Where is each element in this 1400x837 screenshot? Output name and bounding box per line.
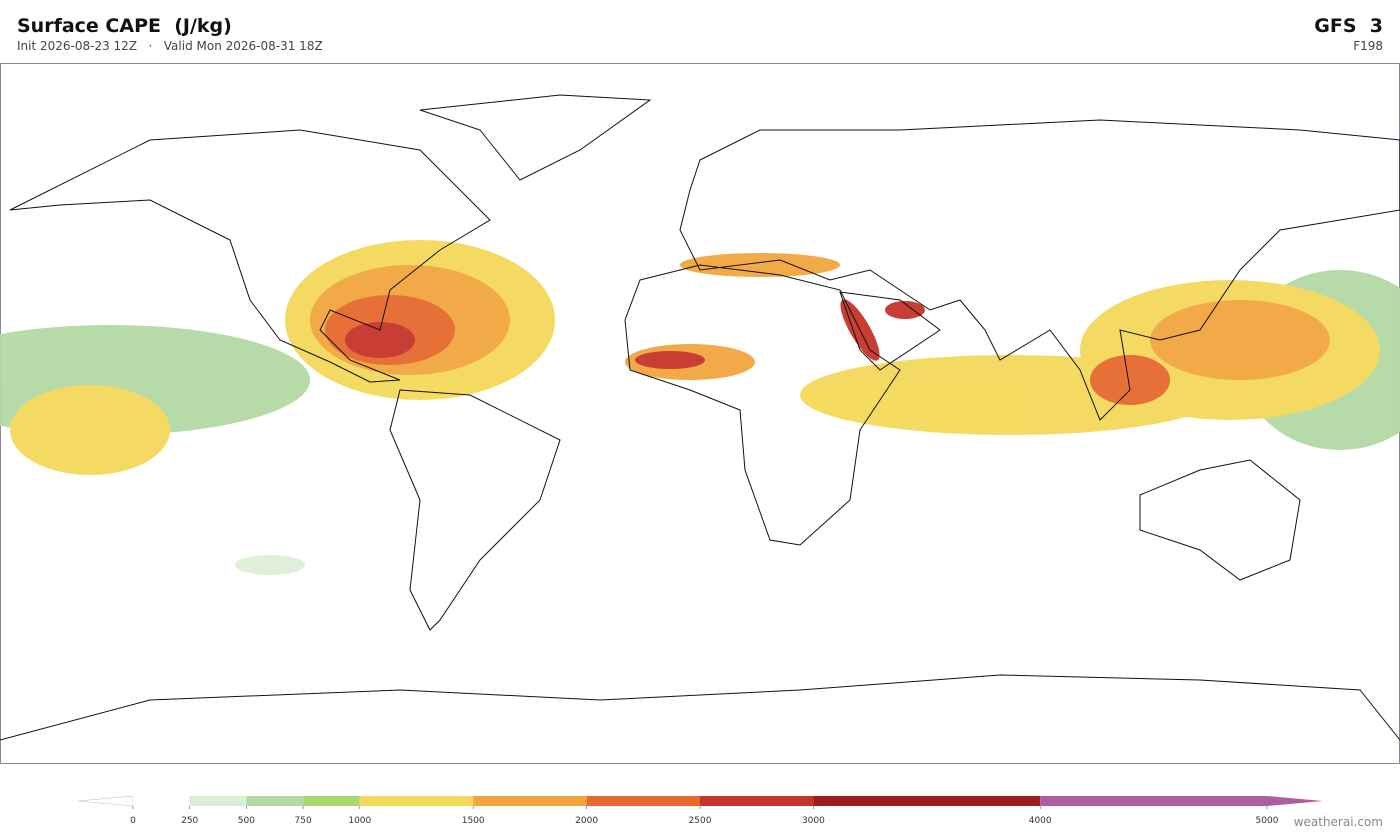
continent: [624, 264, 901, 546]
colorbar-segment: [133, 796, 190, 806]
continent: [419, 94, 652, 181]
colorbar-segment: [359, 796, 474, 806]
forecast-hour: F198: [1353, 39, 1383, 53]
colorbar-segment: [813, 796, 1041, 806]
colorbar-segment: [586, 796, 700, 806]
colorbar-segment: [246, 796, 304, 806]
cape-area: [10, 385, 170, 475]
cape-area: [1090, 355, 1170, 405]
coastlines: [0, 94, 1400, 741]
colorbar-tick-label: 2000: [575, 816, 598, 826]
colorbar-segment: [189, 796, 247, 806]
continent: [389, 389, 561, 631]
cape-field: [0, 240, 1400, 575]
continent: [839, 291, 941, 371]
colorbar-tick-label: 500: [238, 816, 255, 826]
colorbar-segment: [1040, 796, 1267, 806]
colorbar-over: [1267, 796, 1323, 806]
colorbar-tick-label: 2500: [689, 816, 712, 826]
cape-area: [1150, 300, 1330, 380]
cape-area: [635, 351, 705, 369]
cape-area: [235, 555, 305, 575]
cape-area: [345, 322, 415, 358]
model-name: GFS 3: [1314, 15, 1383, 37]
colorbar-tick-label: 1500: [462, 816, 485, 826]
valid-time: Valid Mon 2026-08-31 18Z: [163, 39, 323, 53]
separator: ·: [148, 39, 153, 53]
colorbar-segment: [303, 796, 360, 806]
colorbar-under: [77, 795, 134, 807]
colorbar-segment: [700, 796, 814, 806]
init-time: Init 2026-08-23 12Z: [17, 39, 138, 53]
subtitle: Init 2026-08-23 12Z · Valid Mon 2026-08-…: [17, 39, 323, 53]
credit: weatherai.com: [1293, 815, 1383, 829]
continent: [0, 674, 1400, 741]
colorbar-tick-label: 3000: [802, 816, 825, 826]
colorbar-segment: [473, 796, 587, 806]
continent: [9, 129, 491, 383]
colorbar-tick-label: 5000: [1256, 816, 1279, 826]
colorbar: 0 250 500 750 1000 1500 2000 2500 3000 4000 5000: [77, 795, 1323, 826]
colorbar-tick-label: 0: [130, 816, 136, 826]
cape-area: [680, 253, 840, 277]
colorbar-tick-label: 250: [181, 816, 198, 826]
colorbar-tick-label: 1000: [348, 816, 371, 826]
title: Surface CAPE (J/kg): [17, 15, 232, 37]
colorbar-tick-label: 750: [295, 816, 312, 826]
continent: [679, 119, 1400, 421]
colorbar-tick-label: 4000: [1029, 816, 1052, 826]
continent: [1139, 459, 1301, 581]
cape-area: [885, 301, 925, 319]
